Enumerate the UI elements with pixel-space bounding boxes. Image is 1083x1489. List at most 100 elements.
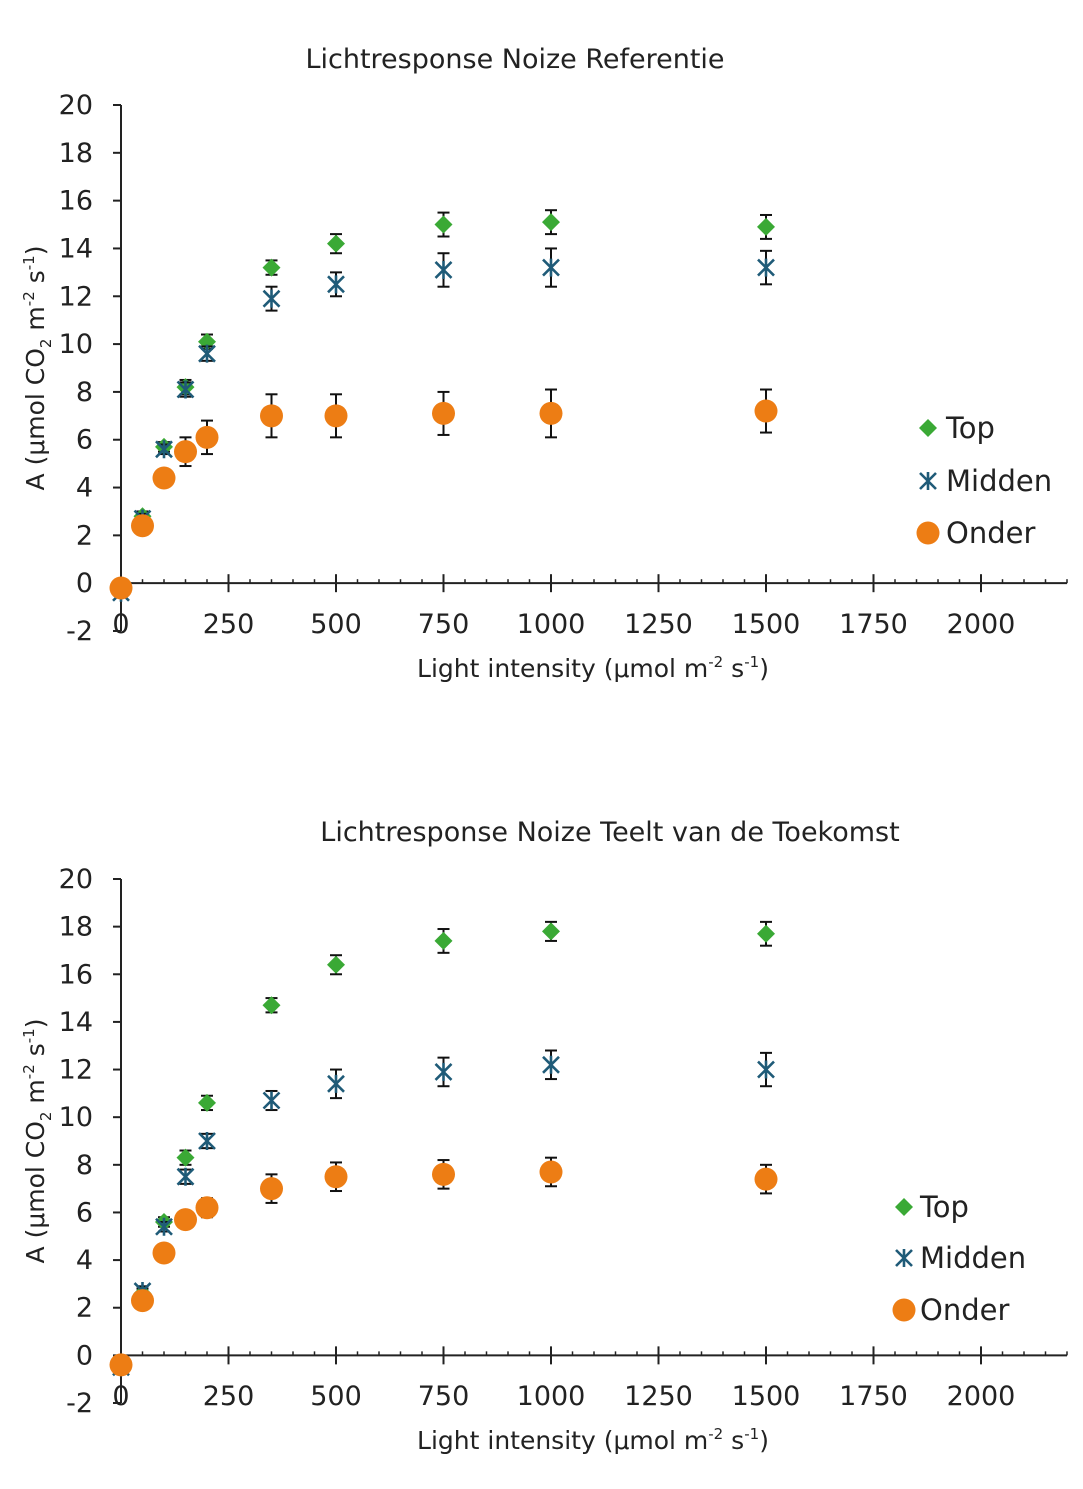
data-point-onder: [152, 1241, 176, 1265]
x-tick-label: 1750: [839, 1381, 908, 1412]
data-point-midden: [757, 1060, 775, 1079]
y-axis-label: A (μmol CO2 m-2 s-1): [20, 246, 55, 491]
x-axis-label: Light intensity (μmol m-2 s-1): [417, 653, 769, 683]
data-point-onder: [174, 1208, 197, 1232]
legend-label-top: Top: [945, 411, 995, 445]
data-point-top: [262, 996, 281, 1015]
y-tick-label: 18: [59, 138, 93, 169]
data-point-midden: [176, 380, 195, 399]
x-tick-label: 250: [203, 609, 255, 640]
y-axis-label: A (μmol CO2 m-2 s-1): [20, 1019, 55, 1264]
data-point-onder: [432, 401, 455, 425]
data-point-onder: [324, 404, 348, 428]
data-point-top: [176, 1148, 195, 1167]
y-tick-label: 0: [76, 1340, 93, 1371]
data-point-top: [327, 234, 345, 253]
data-point-onder: [260, 404, 283, 428]
data-point-midden: [262, 1091, 281, 1110]
data-point-midden: [327, 1074, 345, 1093]
y-tick-label: 10: [59, 329, 93, 360]
data-point-onder: [131, 514, 154, 538]
x-tick-label: 250: [203, 1381, 255, 1412]
data-point-onder: [754, 399, 778, 423]
data-point-onder: [195, 425, 219, 449]
y-tick-label: 14: [59, 1007, 93, 1038]
legend-label-midden: Midden: [946, 464, 1052, 498]
x-tick-label: 2000: [947, 1381, 1016, 1412]
y-tick-label: -2: [66, 616, 93, 647]
legend-marker-top: [919, 419, 937, 437]
data-point-onder: [174, 440, 197, 464]
x-tick-label: 1500: [732, 609, 801, 640]
x-tick-label: 500: [310, 1381, 362, 1412]
legend-marker-midden: [919, 472, 937, 490]
data-point-top: [757, 217, 775, 236]
data-point-top: [434, 931, 453, 950]
legend-marker-onder: [916, 521, 940, 545]
data-point-top: [198, 1093, 216, 1112]
data-point-onder: [539, 1160, 563, 1184]
y-tick-label: 4: [76, 1245, 93, 1276]
data-point-onder: [109, 1353, 133, 1377]
data-point-onder: [195, 1196, 219, 1220]
x-tick-label: 0: [112, 1381, 129, 1412]
data-point-onder: [152, 466, 176, 490]
y-tick-label: 4: [76, 473, 93, 504]
chart-title: Lichtresponse Noize Teelt van de Toekoms…: [320, 817, 899, 848]
data-point-onder: [109, 576, 133, 600]
legend-label-top: Top: [919, 1190, 969, 1224]
x-tick-label: 1750: [839, 609, 908, 640]
data-point-midden: [542, 1055, 560, 1074]
data-point-midden: [262, 289, 281, 308]
y-tick-label: 0: [76, 568, 93, 599]
data-point-midden: [434, 260, 453, 279]
data-point-onder: [539, 401, 563, 425]
y-tick-label: 2: [76, 520, 93, 551]
y-tick-label: 16: [59, 959, 93, 990]
y-tick-label: 6: [76, 1197, 93, 1228]
data-point-onder: [260, 1177, 283, 1201]
x-tick-label: 750: [418, 609, 470, 640]
series-onder: [109, 1156, 778, 1377]
y-tick-label: 8: [76, 377, 93, 408]
y-tick-label: 12: [59, 281, 93, 312]
legend-label-midden: Midden: [920, 1241, 1026, 1275]
x-tick-label: 1250: [624, 1381, 693, 1412]
y-tick-label: 20: [59, 864, 93, 895]
x-tick-label: 1000: [517, 609, 586, 640]
data-point-top: [327, 955, 345, 974]
legend: Top Midden Onder: [916, 411, 1052, 550]
x-tick-label: 1500: [732, 1381, 801, 1412]
y-tick-label: 8: [76, 1150, 93, 1181]
data-point-onder: [754, 1167, 778, 1191]
data-point-midden: [327, 275, 345, 294]
y-tick-label: 10: [59, 1102, 93, 1133]
data-point-top: [757, 924, 775, 943]
y-tick-label: 14: [59, 233, 93, 264]
y-tick-label: 16: [59, 186, 93, 217]
data-point-midden: [542, 258, 560, 277]
data-point-midden: [198, 344, 216, 363]
series-onder: [109, 388, 778, 600]
legend-marker-onder: [892, 1298, 916, 1322]
data-point-midden: [176, 1167, 195, 1186]
x-axis-label: Light intensity (μmol m-2 s-1): [417, 1425, 769, 1455]
data-point-midden: [434, 1062, 453, 1081]
x-tick-label: 1000: [517, 1381, 586, 1412]
data-point-top: [542, 922, 560, 941]
data-point-onder: [324, 1165, 348, 1189]
x-tick-label: 750: [418, 1381, 470, 1412]
data-point-top: [434, 215, 453, 234]
data-point-onder: [432, 1162, 455, 1186]
y-tick-label: 2: [76, 1293, 93, 1324]
data-point-midden: [155, 440, 173, 459]
chart-2: Lichtresponse Noize Teelt van de Toekoms…: [20, 817, 1068, 1455]
legend-marker-midden: [895, 1249, 913, 1267]
data-point-top: [542, 213, 560, 232]
chart-title: Lichtresponse Noize Referentie: [305, 44, 724, 75]
x-tick-label: 2000: [947, 609, 1016, 640]
data-point-midden: [757, 258, 775, 277]
data-point-onder: [131, 1289, 154, 1313]
